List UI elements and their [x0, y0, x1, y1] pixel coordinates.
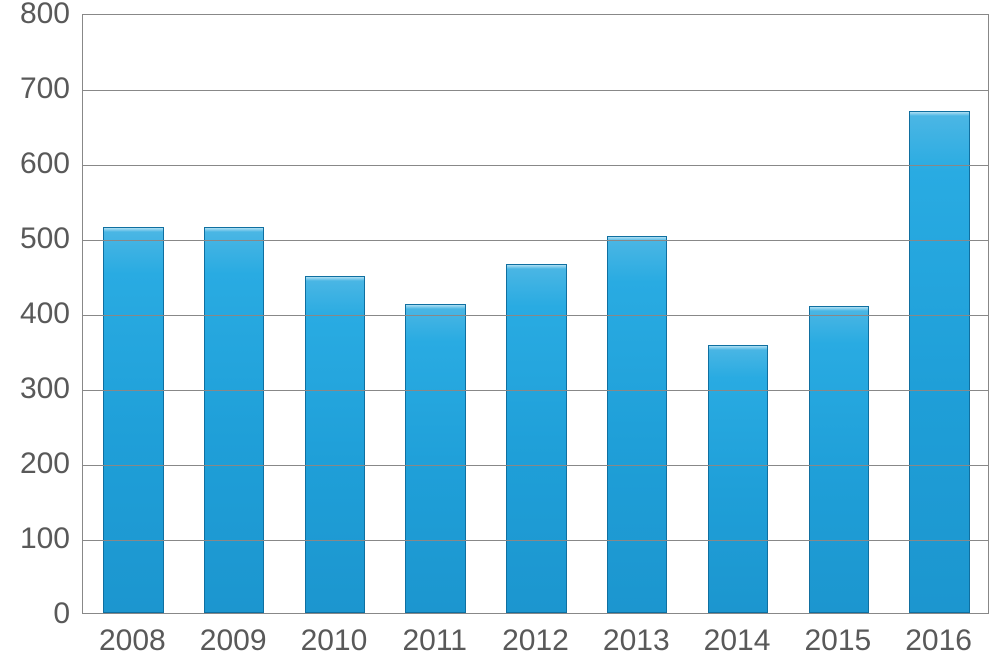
plot-area	[82, 14, 989, 614]
bar	[405, 304, 465, 613]
gridline	[83, 165, 988, 166]
y-tick-label: 100	[20, 522, 70, 556]
y-tick-label: 700	[20, 72, 70, 106]
y-tick-label: 400	[20, 297, 70, 331]
bar	[506, 264, 566, 613]
y-axis: 0 100 200 300 400 500 600 700 800	[0, 0, 78, 668]
bar	[305, 276, 365, 614]
x-tick-label: 2010	[301, 624, 368, 658]
x-tick-label: 2014	[704, 624, 771, 658]
y-tick-label: 200	[20, 447, 70, 481]
y-tick-label: 0	[53, 597, 70, 631]
x-axis: 2008 2009 2010 2011 2012 2013 2014 2015 2016	[82, 618, 989, 668]
bars-layer	[83, 15, 988, 613]
x-tick-label: 2015	[804, 624, 871, 658]
gridline	[83, 390, 988, 391]
bar	[708, 345, 768, 614]
x-tick-label: 2009	[200, 624, 267, 658]
y-tick-label: 800	[20, 0, 70, 31]
y-tick-label: 300	[20, 372, 70, 406]
x-tick-label: 2011	[402, 624, 467, 658]
gridline	[83, 540, 988, 541]
bar	[809, 306, 869, 614]
gridline	[83, 90, 988, 91]
gridline	[83, 465, 988, 466]
gridline	[83, 240, 988, 241]
x-tick-label: 2016	[905, 624, 972, 658]
bar	[909, 111, 969, 614]
bar	[204, 227, 264, 613]
bar-chart: 0100200300400500600700800 20082009201020…	[0, 0, 1001, 668]
x-tick-label: 2008	[99, 624, 166, 658]
bar	[103, 227, 163, 613]
bar	[607, 236, 667, 613]
x-tick-label: 2012	[502, 624, 569, 658]
x-tick-label: 2013	[603, 624, 670, 658]
gridline	[83, 315, 988, 316]
y-tick-label: 500	[20, 222, 70, 256]
y-tick-label: 600	[20, 147, 70, 181]
